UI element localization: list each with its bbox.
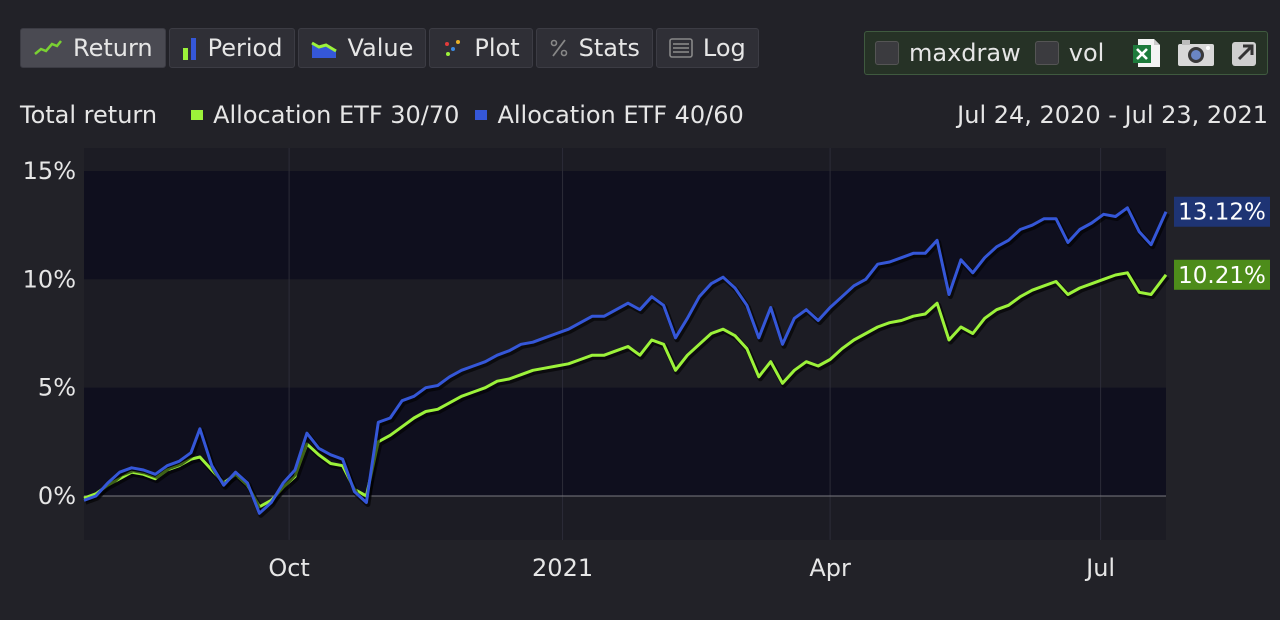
log-button[interactable]: Log	[655, 28, 759, 68]
end-badge-1	[1174, 259, 1270, 290]
x-tick-label: 2021	[532, 554, 593, 582]
vol-checkbox[interactable]	[1034, 41, 1059, 65]
end-badge-2	[1174, 196, 1270, 227]
end-value-label-1: 10.21%	[1178, 263, 1266, 289]
legend-label-series2: Allocation ETF 40/60	[497, 101, 744, 129]
stats-label: Stats	[578, 34, 640, 62]
vol-label: vol	[1068, 39, 1105, 67]
series-line-1[interactable]	[83, 271, 1168, 509]
period-button[interactable]: Period	[168, 28, 296, 68]
date-range: Jul 24, 2020 - Jul 23, 2021	[957, 101, 1268, 129]
log-label: Log	[702, 34, 746, 62]
legend-item-series2[interactable]: Allocation ETF 40/60	[475, 101, 744, 129]
series-shadow-1	[84, 272, 1170, 512]
end-value-label-2: 13.12%	[1178, 200, 1266, 226]
plot-label: Plot	[474, 34, 520, 62]
legend-swatch-series1	[191, 110, 204, 120]
chart-title: Total return	[20, 101, 158, 129]
list-icon	[669, 38, 693, 58]
line-chart-icon	[34, 40, 62, 55]
share-icon[interactable]	[1230, 38, 1260, 68]
legend-item-series1[interactable]: Allocation ETF 30/70	[191, 101, 459, 129]
plot-band	[84, 496, 1166, 540]
return-label: Return	[73, 34, 153, 62]
chart-header: Total return Allocation ETF 30/70 Alloca…	[20, 100, 1268, 130]
x-tick-label: Jul	[1084, 554, 1115, 582]
x-tick-label: Apr	[809, 554, 851, 582]
period-label: Period	[207, 34, 283, 62]
legend-label-series1: Allocation ETF 30/70	[213, 101, 460, 129]
value-label: Value	[347, 34, 414, 62]
plot-band	[84, 387, 1166, 496]
series-shadow-2	[84, 207, 1170, 518]
y-tick-label: 10%	[23, 265, 76, 293]
scatter-plot-icon	[445, 40, 461, 56]
maxdraw-checkbox[interactable]	[875, 41, 899, 65]
plot-band	[84, 171, 1166, 280]
excel-icon[interactable]	[1132, 37, 1162, 69]
y-tick-label: 5%	[38, 374, 76, 402]
x-tick-label: Oct	[268, 554, 310, 582]
percent-icon	[550, 39, 567, 57]
value-button[interactable]: Value	[298, 28, 427, 68]
y-tick-label: 0%	[38, 482, 76, 510]
camera-icon[interactable]	[1176, 38, 1216, 68]
area-chart-icon	[311, 41, 338, 58]
maxdraw-label: maxdraw	[909, 39, 1021, 67]
bar-chart-icon	[182, 38, 196, 60]
view-toolbar: Return Period Value Plot Stats	[20, 28, 759, 68]
legend-swatch-series2	[475, 110, 488, 120]
plot-band	[84, 279, 1166, 388]
stats-button[interactable]: Stats	[535, 28, 653, 68]
series-line-2[interactable]	[83, 206, 1168, 515]
y-tick-label: 15%	[23, 157, 76, 185]
plot-button[interactable]: Plot	[429, 28, 533, 68]
return-button[interactable]: Return	[20, 28, 166, 68]
options-panel: maxdraw vol	[864, 31, 1268, 75]
